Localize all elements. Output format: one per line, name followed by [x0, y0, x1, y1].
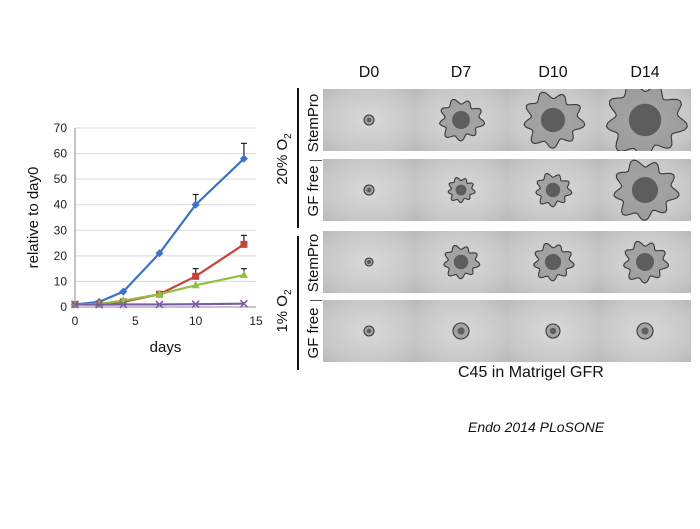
data-point-x	[155, 300, 164, 309]
y-tick-label: 30	[54, 223, 68, 237]
data-point-diamond	[155, 249, 164, 258]
data-point-x	[191, 300, 200, 309]
y-tick-label: 0	[60, 300, 67, 314]
microscopy-image	[323, 89, 415, 151]
x-tick-label: 10	[189, 314, 203, 328]
data-point-square	[192, 272, 200, 280]
row-separator	[310, 160, 322, 161]
data-point-x	[70, 300, 80, 309]
microscopy-image	[599, 231, 691, 293]
x-tick-label: 15	[249, 314, 263, 328]
day-header-d10: D10	[538, 64, 568, 81]
series-line	[74, 302, 244, 306]
data-point-square	[240, 240, 248, 248]
data-point-triangle	[191, 280, 200, 289]
group-label-1pct-o2: 1% O2	[274, 289, 294, 333]
microscopy-image	[415, 159, 507, 221]
microscopy-image	[415, 300, 507, 362]
row-separator	[310, 300, 322, 301]
row-label-stempro-1: StemPro	[305, 233, 322, 293]
data-point-triangle	[239, 270, 248, 279]
microscopy-image	[415, 89, 507, 151]
microscopy-image	[507, 159, 599, 221]
y-tick-label: 20	[54, 249, 68, 263]
group-bracket-1pct	[297, 236, 299, 370]
y-axis-label: relative to day0	[25, 167, 42, 269]
data-point-x	[239, 299, 248, 308]
x-tick-label: 0	[72, 314, 79, 328]
y-tick-label: 40	[54, 198, 68, 212]
microscopy-image	[507, 300, 599, 362]
row-label-stempro-20: StemPro	[305, 93, 322, 153]
microscopy-image	[599, 300, 691, 362]
y-tick-label: 50	[54, 172, 68, 186]
data-point-x	[95, 300, 104, 309]
day-header-d0: D0	[358, 64, 380, 81]
microscopy-image	[323, 300, 415, 362]
microscopy-image	[323, 231, 415, 293]
microscopy-image	[507, 89, 599, 151]
row-label-gf-free-1: GF free	[305, 307, 322, 359]
x-axis-label: days	[150, 339, 182, 356]
microscopy-image	[415, 231, 507, 293]
microscopy-image	[599, 89, 691, 151]
citation: Endo 2014 PLoSONE	[468, 419, 605, 435]
day-header-d14: D14	[630, 64, 660, 81]
series-line	[74, 157, 245, 306]
data-point-diamond	[239, 154, 248, 163]
microscopy-image	[599, 159, 691, 221]
y-tick-label: 10	[54, 274, 68, 288]
data-point-diamond	[191, 200, 200, 209]
panel-caption: C45 in Matrigel GFR	[458, 364, 604, 381]
y-tick-label: 70	[54, 121, 68, 135]
group-bracket-20pct	[297, 88, 299, 228]
group-label-20pct-o2: 20% O2	[274, 133, 294, 185]
growth-chart: 0 10 20 30 40 50 60 70 0 5 10 15 days relative to day…	[25, 121, 263, 356]
data-point-triangle	[155, 289, 164, 298]
x-tick-label: 5	[132, 314, 139, 328]
data-point-diamond	[119, 287, 128, 296]
microscopy-image	[323, 159, 415, 221]
row-label-gf-free-20: GF free	[305, 165, 322, 217]
y-tick-label: 60	[54, 147, 68, 161]
microscopy-image	[507, 231, 599, 293]
day-header-d7: D7	[450, 64, 472, 81]
data-point-x	[119, 300, 128, 309]
